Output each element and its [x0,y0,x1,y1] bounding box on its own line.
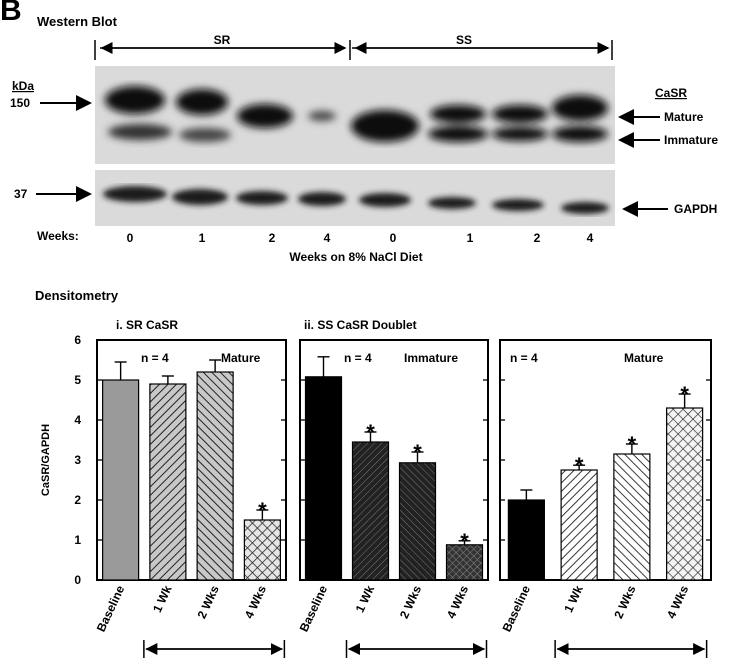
category-label: 2 Wks [194,583,221,621]
category-label: 1 Wk [150,583,175,615]
category-label: 1 Wk [561,583,586,615]
densitometry-title: Densitometry [35,288,119,303]
n-annotation: n = 4 [510,351,538,365]
casr-label: CaSR [655,86,687,100]
bar [149,383,187,581]
ss-bracket [349,40,613,60]
lane-week-label: 2 [269,231,276,245]
y-tick-label: 2 [74,493,81,507]
y-tick-label: 3 [74,453,81,467]
bar [445,544,484,581]
chart-title: i. SR CaSR [116,318,178,332]
bar [560,469,598,581]
lane-week-label: 4 [324,231,331,245]
chart-panel-1: i. SR CaSR 0 1 2 3 4 5 6 CaSR/GAPDH n = 4 Mature Ba… [40,318,287,661]
bracket-label: 8% NaCl Diet [177,659,251,661]
y-tick-label: 5 [74,373,81,387]
significance-asterisk: * [258,498,267,523]
weeks-label: Weeks: [37,229,79,243]
marker-150: 150 [10,96,30,110]
kda-label: kDa [12,79,34,93]
band-annotation: Mature [221,351,261,365]
significance-asterisk: * [680,382,689,407]
band-annotation: Immature [404,351,458,365]
mature-label: Mature [664,110,704,124]
y-tick-label: 6 [74,333,81,347]
gapdh-blot-image [95,170,615,226]
band-annotation: Mature [624,351,664,365]
n-annotation: n = 4 [344,351,372,365]
lane-week-label: 0 [127,231,134,245]
bar [196,371,234,581]
y-axis-label: CaSR/GAPDH [40,424,52,496]
category-label: Baseline [297,583,331,634]
lane-week-label: 0 [390,231,397,245]
immature-label: Immature [664,133,718,147]
chart-panel-2: ii. SS CaSR Doublet n = 4 Immature Baseline… [297,318,489,661]
lane-week-labels: 0 1 2 4 0 1 2 4 [127,231,594,245]
category-label: 4 Wks [242,583,269,621]
significance-asterisk: * [413,440,422,465]
chart-title: ii. SS CaSR Doublet [304,318,417,332]
lane-week-label: 2 [534,231,541,245]
group-label-sr: SR [214,33,231,47]
casr-blot-image [95,66,615,164]
category-label: 2 Wks [397,583,424,621]
bar [243,519,281,581]
bar [351,441,390,581]
category-label: Baseline [94,583,128,634]
weeks-caption: Weeks on 8% NaCl Diet [289,250,422,264]
significance-asterisk: * [575,453,584,478]
significance-asterisk: * [628,432,637,457]
significance-asterisk: * [460,529,469,554]
bar [398,462,437,581]
marker-37: 37 [14,187,28,201]
y-tick-label: 1 [74,533,81,547]
densitometry-charts: i. SR CaSR 0 1 2 3 4 5 6 CaSR/GAPDH n = 4 Mature Ba… [40,318,712,661]
category-label: 4 Wks [664,583,691,621]
bar [666,407,704,581]
lane-week-label: 1 [467,231,474,245]
n-annotation: n = 4 [141,351,169,365]
y-tick-label: 0 [74,573,81,587]
significance-asterisk: * [366,420,375,445]
category-label: Baseline [500,583,534,634]
bracket-label: 8% NaCl Diet [594,659,668,661]
western-blot-figure: SR SS [10,33,718,264]
bar [613,453,651,581]
western-blot-title: Western Blot [37,14,117,29]
gapdh-label: GAPDH [674,202,717,216]
category-label: 4 Wks [444,583,471,621]
bracket-label: 8% NaCl Diet [379,659,453,661]
y-tick-label: 4 [74,413,81,427]
panel-letter: B [0,0,22,27]
chart-panel-3: n = 4 Mature Baseline * 1 Wk * 2 Wks * 4 Wks 8% N… [499,339,712,661]
lane-week-label: 4 [587,231,594,245]
group-label-ss: SS [456,33,472,47]
bar [102,379,140,581]
sr-bracket [94,40,347,60]
category-label: 2 Wks [611,583,638,621]
bar [304,376,343,581]
lane-week-label: 1 [199,231,206,245]
category-label: 1 Wk [353,583,378,615]
bar [507,499,545,581]
